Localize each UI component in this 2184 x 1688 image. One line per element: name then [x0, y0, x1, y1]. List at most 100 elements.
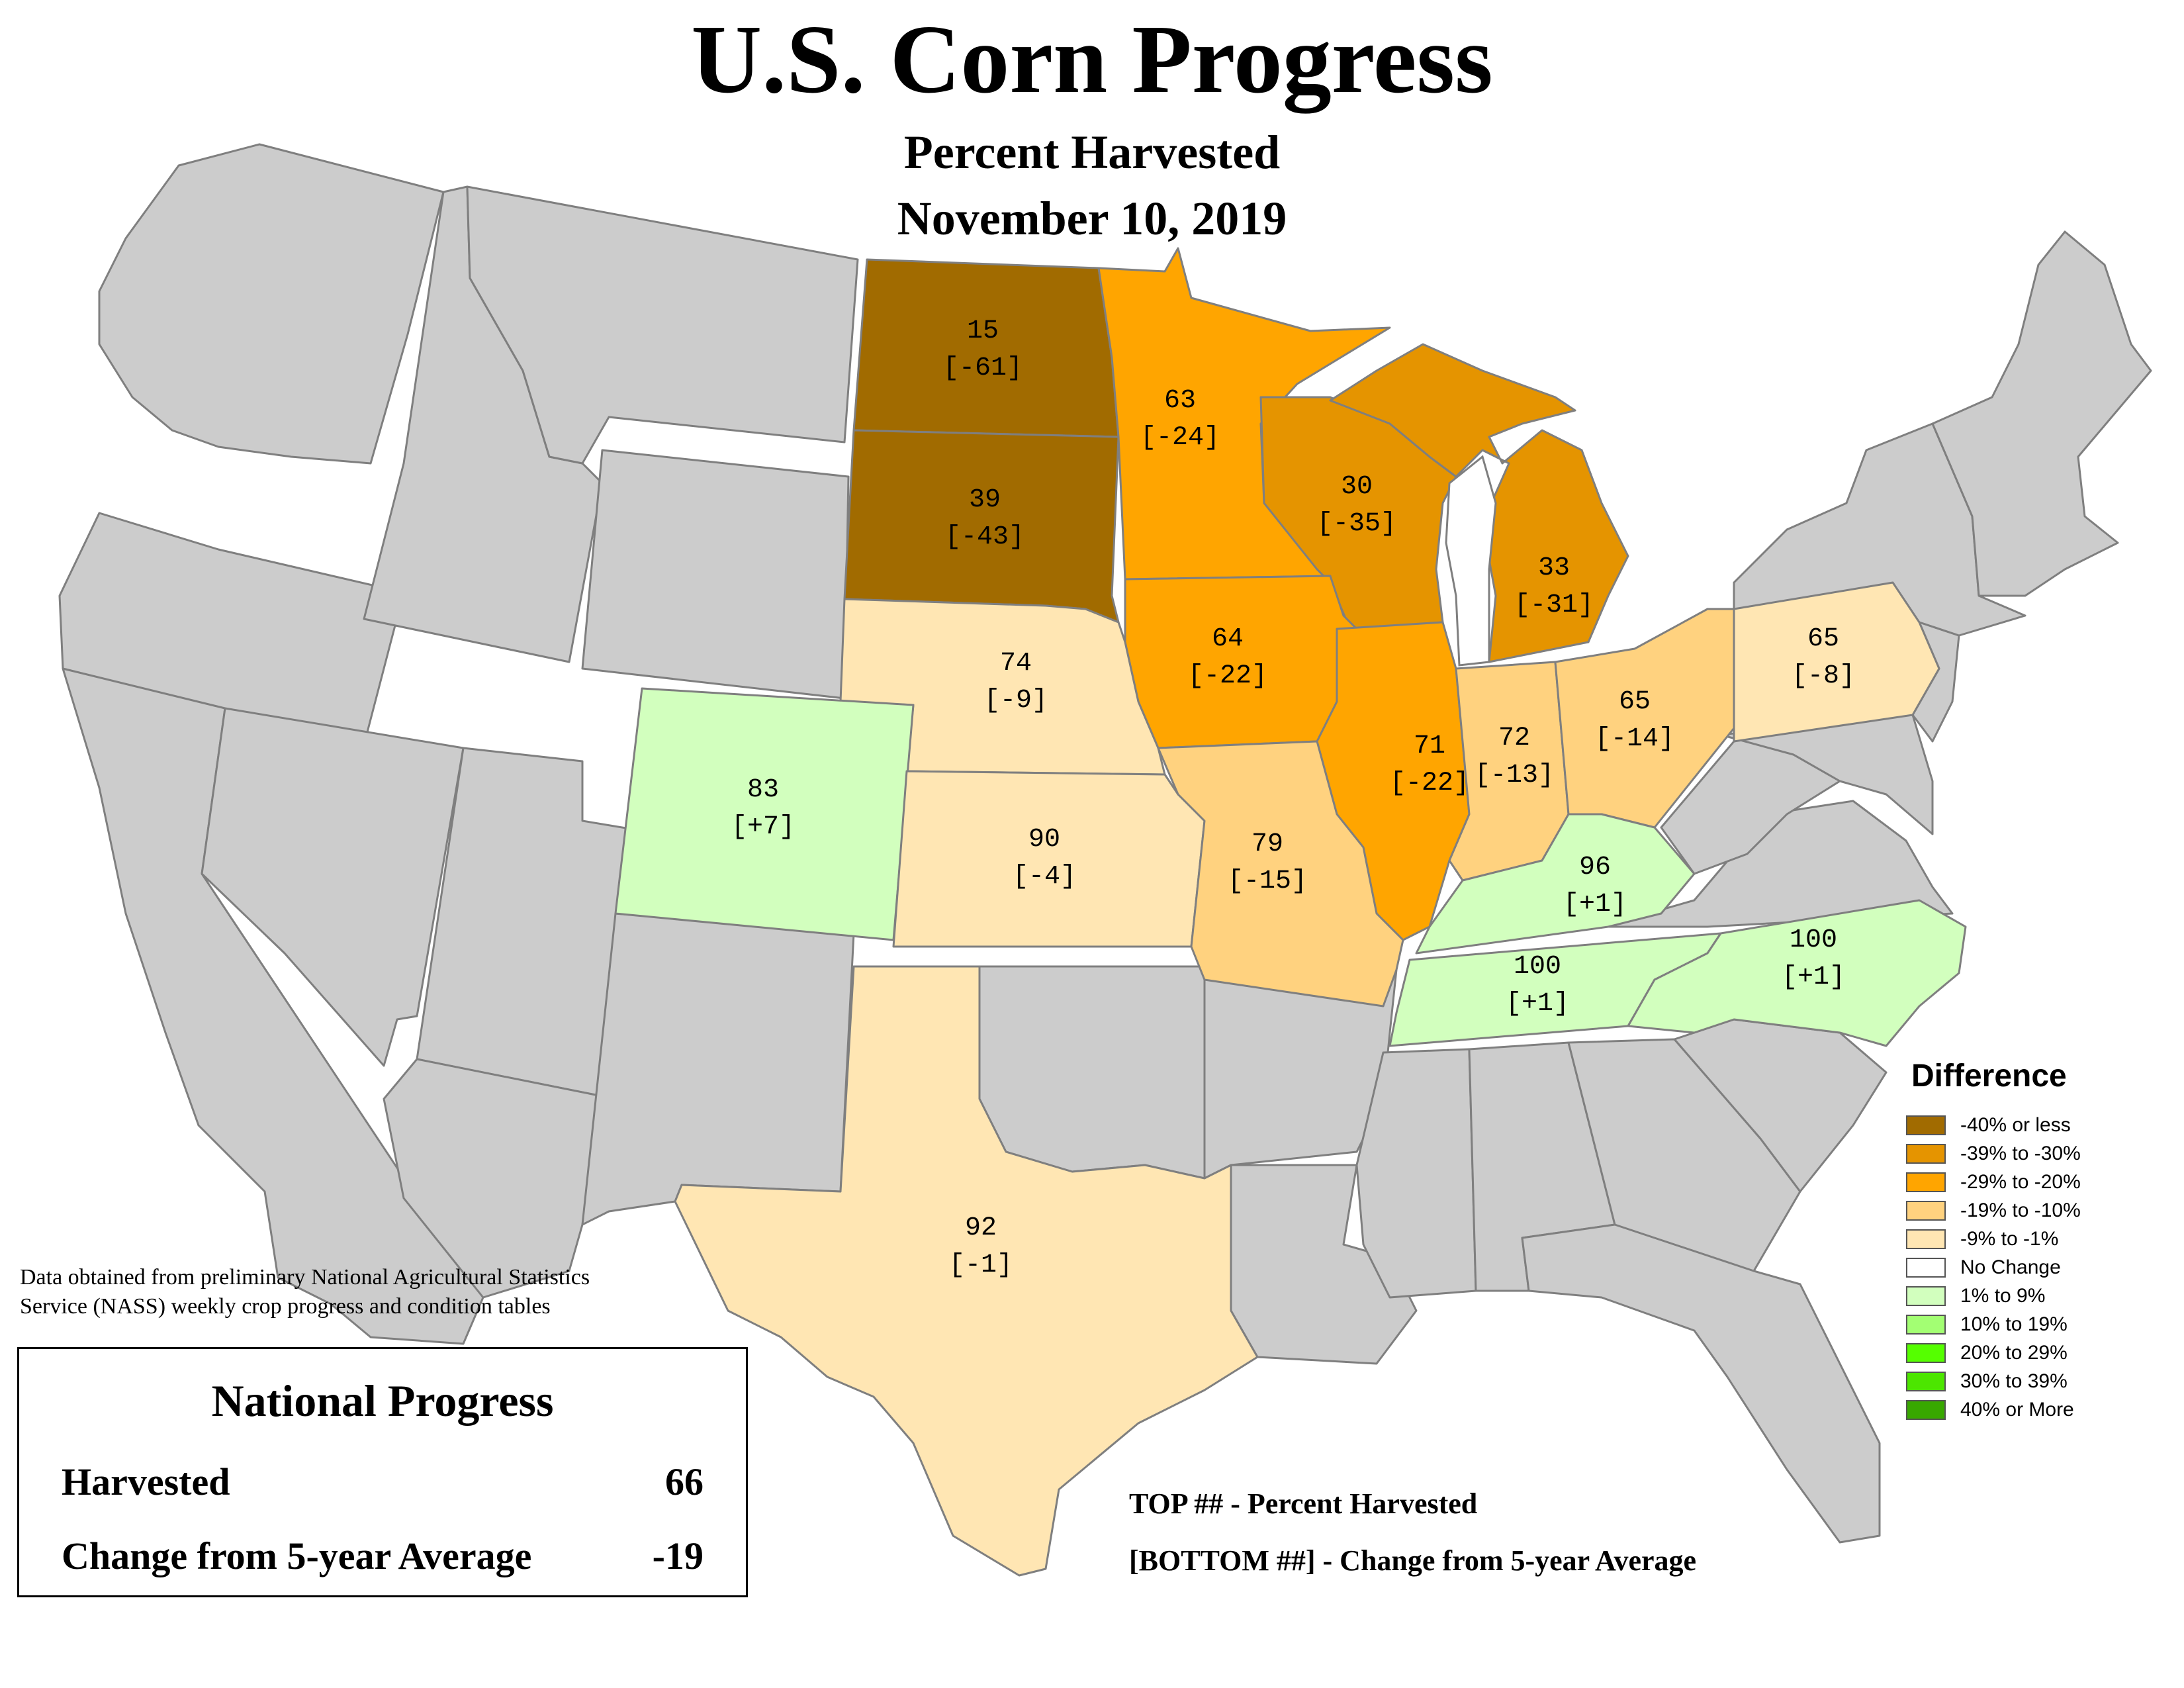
legend-swatch — [1906, 1371, 1946, 1391]
legend-item: 10% to 19% — [1906, 1310, 2171, 1338]
state-maryland-delaware — [1719, 714, 1934, 835]
state-harvested-ohio: 65 — [1619, 687, 1651, 717]
state-shape-kansas — [892, 770, 1206, 948]
source-note-line-1: Data obtained from preliminary National … — [20, 1265, 590, 1289]
legend-item: -40% or less — [1906, 1111, 2171, 1139]
state-change-texas: [-1] — [949, 1250, 1013, 1280]
state-california — [62, 667, 484, 1345]
legend-swatch — [1906, 1143, 1946, 1164]
legend-swatch — [1906, 1229, 1946, 1249]
state-shape-michigan — [1329, 343, 1629, 663]
legend-swatch — [1906, 1200, 1946, 1221]
state-change-iowa: [-22] — [1188, 661, 1267, 691]
legend-label: -39% to -30% — [1960, 1142, 2081, 1164]
legend-items: -40% or less -39% to -30% -29% to -20% -19%… — [1906, 1111, 2171, 1424]
legend-swatch — [1906, 1172, 1946, 1192]
national-change-value: -19 — [652, 1534, 704, 1577]
state-change-ohio: [-14] — [1595, 724, 1674, 754]
state-harvested-kentucky: 96 — [1579, 853, 1611, 882]
state-shape-kentucky — [1415, 813, 1696, 955]
legend-swatch — [1906, 1314, 1946, 1335]
legend-swatch — [1906, 1399, 1946, 1420]
legend: Difference -40% or less -39% to -30% -29% … — [1906, 1056, 2171, 1424]
legend-label: 1% to 9% — [1960, 1284, 2046, 1307]
key-bottom: [BOTTOM ##] - Change from 5-year Average — [1129, 1544, 1697, 1577]
state-harvested-illinois: 71 — [1414, 731, 1445, 761]
state-new-england — [1931, 230, 2152, 597]
lake-michigan — [1445, 455, 1497, 667]
legend-item: -19% to -10% — [1906, 1196, 2171, 1225]
state-change-minnesota: [-24] — [1140, 423, 1220, 453]
state-harvested-north-dakota: 15 — [967, 316, 999, 346]
legend-item: 1% to 9% — [1906, 1282, 2171, 1310]
legend-item: 40% or More — [1906, 1395, 2171, 1424]
state-harvested-texas: 92 — [965, 1213, 997, 1243]
state-harvested-north-carolina: 100 — [1790, 925, 1837, 955]
state-change-tennessee: [+1] — [1506, 989, 1569, 1019]
legend-swatch — [1906, 1286, 1946, 1306]
legend-label: -29% to -20% — [1960, 1170, 2081, 1193]
state-change-wisconsin: [-35] — [1317, 509, 1396, 539]
national-progress-title: National Progress — [211, 1376, 554, 1426]
state-change-nebraska: [-9] — [984, 686, 1048, 716]
state-harvested-nebraska: 74 — [1000, 649, 1032, 679]
state-shape-pennsylvania — [1733, 581, 1940, 743]
state-change-south-dakota: [-43] — [945, 522, 1024, 552]
state-harvested-wisconsin: 30 — [1341, 472, 1373, 502]
state-shape-texas — [674, 965, 1259, 1577]
state-shape-north-carolina — [1627, 899, 1967, 1047]
state-change-colorado: [+7] — [731, 812, 795, 842]
state-montana — [466, 185, 859, 465]
state-change-kansas: [-4] — [1013, 862, 1076, 892]
state-harvested-south-dakota: 39 — [969, 485, 1001, 515]
national-harvested-row: Harvested 66 — [62, 1459, 704, 1505]
legend-item: -9% to -1% — [1906, 1225, 2171, 1253]
national-change-label: Change from 5-year Average — [62, 1534, 532, 1577]
state-change-pennsylvania: [-8] — [1792, 661, 1855, 691]
state-change-missouri: [-15] — [1228, 867, 1307, 896]
great-lakes — [1445, 455, 1497, 667]
map-title: U.S. Corn Progress — [691, 5, 1493, 114]
national-harvested-value: 66 — [665, 1460, 704, 1503]
legend-item: -39% to -30% — [1906, 1139, 2171, 1168]
gray-states — [58, 143, 2152, 1544]
state-harvested-missouri: 79 — [1251, 829, 1283, 859]
state-change-north-carolina: [+1] — [1782, 962, 1845, 992]
state-harvested-colorado: 83 — [747, 775, 779, 805]
legend-item: 20% to 29% — [1906, 1338, 2171, 1367]
state-change-kentucky: [+1] — [1563, 890, 1627, 919]
national-change-row: Change from 5-year Average -19 — [62, 1533, 704, 1579]
legend-item: No Change — [1906, 1253, 2171, 1282]
state-change-indiana: [-13] — [1475, 761, 1554, 790]
legend-label: -19% to -10% — [1960, 1199, 2081, 1221]
state-new-mexico — [581, 912, 855, 1226]
state-florida — [1521, 1223, 1881, 1544]
source-note-line-2: Service (NASS) weekly crop progress and … — [20, 1294, 551, 1319]
state-nevada — [201, 707, 465, 1067]
state-change-michigan: [-31] — [1514, 590, 1594, 620]
legend-label: 30% to 39% — [1960, 1370, 2068, 1392]
state-shape-north-dakota — [852, 258, 1120, 438]
legend-swatch — [1906, 1115, 1946, 1135]
map-date: November 10, 2019 — [897, 192, 1287, 245]
state-harvested-tennessee: 100 — [1514, 952, 1561, 982]
state-harvested-michigan: 33 — [1538, 553, 1570, 583]
legend-label: 40% or More — [1960, 1398, 2074, 1421]
state-change-north-dakota: [-61] — [943, 353, 1023, 383]
state-mississippi — [1355, 1048, 1477, 1299]
state-harvested-pennsylvania: 65 — [1807, 624, 1839, 654]
legend-label: -40% or less — [1960, 1113, 2071, 1136]
national-progress-box: National Progress Harvested 66 Change fr… — [17, 1347, 748, 1597]
state-change-illinois: [-22] — [1390, 769, 1469, 798]
legend-item: 30% to 39% — [1906, 1367, 2171, 1395]
legend-swatch — [1906, 1342, 1946, 1363]
state-harvested-kansas: 90 — [1028, 825, 1060, 855]
data-states — [614, 247, 1967, 1577]
state-wyoming — [581, 449, 850, 700]
legend-label: 20% to 29% — [1960, 1341, 2068, 1364]
national-harvested-label: Harvested — [62, 1460, 230, 1503]
legend-label: 10% to 19% — [1960, 1313, 2068, 1335]
source-note: Data obtained from preliminary National … — [20, 1263, 748, 1321]
map-subtitle: Percent Harvested — [903, 126, 1281, 179]
